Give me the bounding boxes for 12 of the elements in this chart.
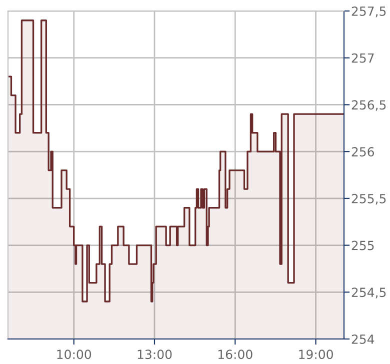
y-tick-label: 256 — [352, 147, 374, 156]
x-tick-label: 10:00 — [57, 350, 92, 360]
y-tick-label: 254,5 — [352, 288, 386, 298]
x-tick-label: 13:00 — [138, 350, 172, 360]
y-tick-label: 254 — [352, 334, 374, 344]
x-tick-label: 19:00 — [299, 350, 333, 360]
y-tick-label: 255 — [352, 240, 374, 250]
x-tick-label: 16:00 — [218, 350, 252, 360]
y-tick-label: 257,5 — [352, 6, 386, 18]
y-tick-label: 256,5 — [352, 100, 386, 111]
y-tick-label: 255,5 — [352, 194, 386, 205]
y-tick-label: 257 — [352, 53, 374, 63]
